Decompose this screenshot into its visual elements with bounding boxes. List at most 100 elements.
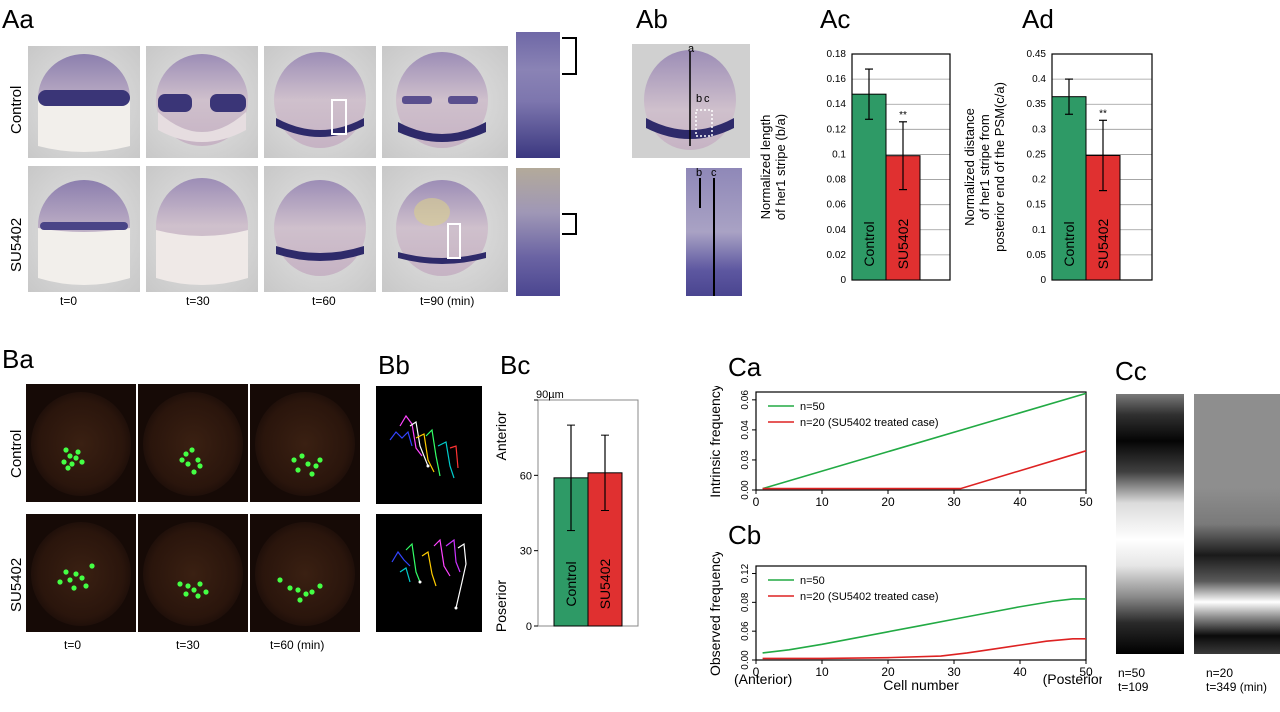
y-tick-label: 0.05 bbox=[1027, 250, 1047, 261]
panel-label-Aa: Aa bbox=[2, 4, 34, 34]
bar-label-control: Control bbox=[1061, 221, 1077, 266]
ba-row-label-control: Control bbox=[8, 429, 25, 478]
x-tick-label: 10 bbox=[815, 495, 829, 509]
y-tick-label: 0 bbox=[840, 275, 846, 286]
panel-label-Ab: Ab bbox=[636, 4, 668, 34]
x-tick-label: 30 bbox=[947, 495, 961, 509]
fluorescent-cell-dot bbox=[303, 591, 309, 597]
chart-Bc-svg: 0 30 60 90µm Control SU5402 Anterior Poserior bbox=[493, 389, 639, 633]
fluorescent-cell-dot bbox=[185, 583, 191, 589]
ab-label-c: c bbox=[704, 93, 710, 105]
significance-marker: ** bbox=[1099, 108, 1107, 119]
embryo-su5402-t30 bbox=[146, 166, 258, 292]
fluorescent-cell-dot bbox=[89, 563, 95, 569]
fluorescent-cell-dot bbox=[297, 597, 303, 603]
fluorescent-cell-dot bbox=[69, 461, 75, 467]
cc-caption-n50-t: t=109 bbox=[1118, 680, 1149, 694]
y-axis-label: Normalized length bbox=[758, 115, 773, 220]
chart-Ac-svg: 0 0.02 0.04 0.06 0.08 0.1 0.12 0.14 0.16 0.18 Cont… bbox=[758, 49, 951, 286]
y-tick-label: 0.06 bbox=[740, 390, 751, 410]
x-tick-label: 40 bbox=[1013, 665, 1027, 679]
y-tick-label: 0.25 bbox=[1027, 149, 1047, 160]
x-tick-label: 0 bbox=[753, 665, 760, 679]
y-axis-label: posterior end of the PSM(c/a) bbox=[992, 82, 1007, 252]
fluorescent-cell-dot bbox=[291, 457, 297, 463]
y-axis-label: Observed frequency bbox=[707, 552, 723, 676]
panel-label-Cb: Cb bbox=[728, 520, 762, 550]
panel-label-Ba: Ba bbox=[2, 344, 34, 374]
y-tick-label: 0 bbox=[526, 621, 532, 633]
panel-label-Ad: Ad bbox=[1022, 4, 1054, 34]
row-label-su5402: SU5402 bbox=[8, 217, 25, 272]
side-label-anterior: Anterior bbox=[493, 411, 509, 460]
embryo-control-t0 bbox=[28, 46, 140, 158]
ba-row-label-su5402: SU5402 bbox=[8, 557, 25, 612]
bar-label-su5402: SU5402 bbox=[597, 558, 613, 609]
fluorescence-grid bbox=[26, 384, 360, 632]
fluorescent-cell-dot bbox=[203, 589, 209, 595]
y-axis-label: Intrinsic frequency bbox=[707, 386, 723, 498]
embryo-su5402-t60 bbox=[264, 166, 376, 292]
fluorescent-cell-dot bbox=[79, 459, 85, 465]
panel-Cc-kymographs bbox=[1116, 394, 1280, 654]
y-tick-label: 60 bbox=[520, 470, 532, 482]
x-tick-label: 50 bbox=[1079, 495, 1093, 509]
y-tick-label: 0.12 bbox=[827, 124, 847, 135]
fluorescent-cell-dot bbox=[183, 451, 189, 457]
x-end-label-posterior: (Posterior) bbox=[1043, 671, 1102, 687]
fluorescent-cell-dot bbox=[67, 577, 73, 583]
panel-Bb-tracks bbox=[376, 386, 482, 632]
ba-time-t0: t=0 bbox=[64, 638, 82, 652]
fluorescent-cell-dot bbox=[299, 453, 305, 459]
fluorescent-cell-dot bbox=[197, 463, 203, 469]
fluorescent-cell-dot bbox=[309, 589, 315, 595]
y-tick-label: 0.45 bbox=[1027, 49, 1047, 60]
significance-marker: ** bbox=[899, 110, 907, 121]
y-tick-label: 0.04 bbox=[740, 420, 751, 440]
fluorescence-embryo bbox=[255, 522, 355, 626]
kymograph-n50 bbox=[1116, 394, 1184, 654]
legend-label-1: n=20 (SU5402 treated case) bbox=[800, 591, 939, 603]
fluorescent-cell-dot bbox=[191, 469, 197, 475]
y-tick-label: 0.06 bbox=[827, 200, 847, 211]
bar-label-control: Control bbox=[861, 221, 877, 266]
panel-label-Ca: Ca bbox=[728, 352, 762, 382]
time-label-t30: t=30 bbox=[186, 294, 210, 308]
y-tick-label: 0.3 bbox=[1032, 124, 1046, 135]
cc-caption-n50-n: n=50 bbox=[1118, 666, 1146, 680]
y-tick-label: 0.08 bbox=[827, 175, 847, 186]
fluorescent-cell-dot bbox=[295, 587, 301, 593]
y-tick-label: 0.15 bbox=[1027, 200, 1047, 211]
cc-caption-n50: n=50 t=109 bbox=[1118, 666, 1148, 694]
panel-label-Bc: Bc bbox=[500, 350, 531, 380]
y-tick-label: 0.00 bbox=[740, 650, 751, 670]
x-tick-label: 20 bbox=[881, 665, 895, 679]
plot-frame bbox=[755, 565, 1087, 661]
fluorescent-cell-dot bbox=[305, 461, 311, 467]
fluorescent-cell-dot bbox=[189, 447, 195, 453]
y-tick-label: 0.03 bbox=[740, 450, 751, 470]
y-tick-label: 0.04 bbox=[827, 225, 847, 236]
y-tick-label: 0.16 bbox=[827, 74, 847, 85]
fluorescent-cell-dot bbox=[317, 583, 323, 589]
series-line-1 bbox=[762, 450, 1087, 490]
y-tick-label: 90µm bbox=[536, 389, 564, 401]
chart-Ca-svg: 0 10 20 30 40 50 0.00 0.03 0.04 0.06 n=50 n=20 (SU5… bbox=[707, 386, 1093, 509]
fluorescent-cell-dot bbox=[71, 585, 77, 591]
bar-label-su5402: SU5402 bbox=[1095, 218, 1111, 269]
fluorescent-cell-dot bbox=[83, 583, 89, 589]
embryo-control-t30 bbox=[146, 46, 258, 158]
bracket-su5402 bbox=[562, 213, 577, 235]
bar-control bbox=[851, 93, 887, 281]
chart-Ad-svg: 0 0.05 0.1 0.15 0.2 0.25 0.3 0.35 0.4 0.45 Control… bbox=[962, 49, 1153, 286]
bar-label-su5402: SU5402 bbox=[895, 218, 911, 269]
x-tick-label: 20 bbox=[881, 495, 895, 509]
fluorescent-cell-dot bbox=[63, 569, 69, 575]
zoom-strip-control bbox=[516, 32, 560, 158]
fluorescent-cell-dot bbox=[277, 577, 283, 583]
x-tick-label: 30 bbox=[947, 665, 961, 679]
fluorescent-cell-dot bbox=[295, 467, 301, 473]
x-tick-label: 40 bbox=[1013, 495, 1027, 509]
fluorescent-cell-dot bbox=[313, 463, 319, 469]
y-tick-label: 30 bbox=[520, 546, 532, 558]
